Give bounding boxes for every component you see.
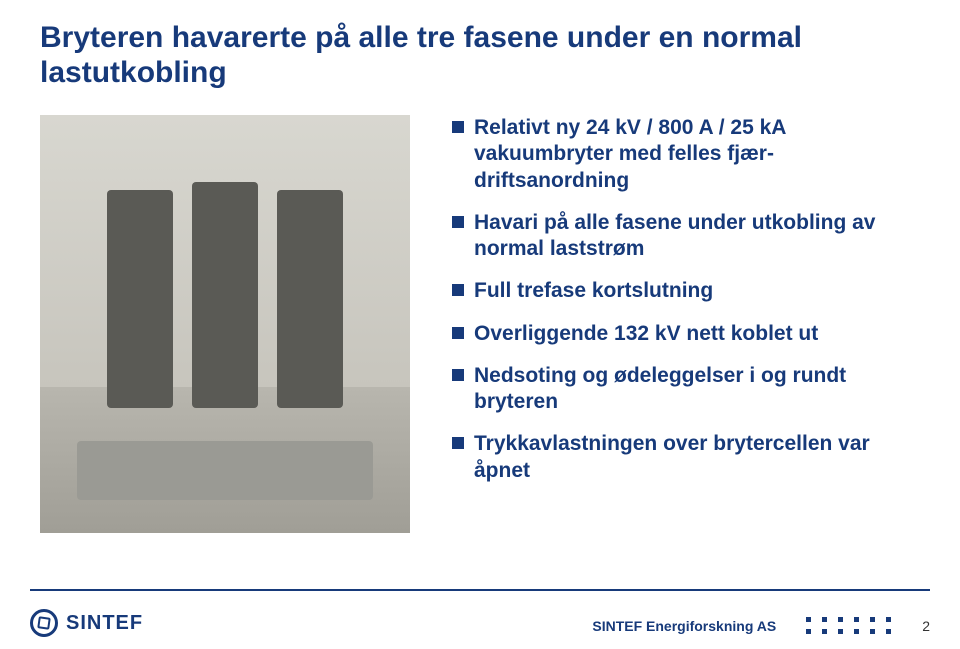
bullet-marker-icon — [452, 216, 464, 228]
footer-dot-icon — [822, 617, 827, 622]
bullet-marker-icon — [452, 437, 464, 449]
footer: SINTEF SINTEF Energiforskning AS 2 — [0, 589, 960, 649]
bullet-item: Trykkavlastningen over brytercellen var … — [452, 431, 920, 484]
footer-dot-icon — [806, 617, 811, 622]
footer-dot-icon — [854, 629, 859, 634]
bullet-text: Overliggende 132 kV nett koblet ut — [474, 322, 818, 345]
footer-dot-icon — [822, 629, 827, 634]
bullet-list: Relativt ny 24 kV / 800 A / 25 kA vakuum… — [452, 115, 920, 484]
bullet-item: Havari på alle fasene under utkobling av… — [452, 210, 920, 263]
slide-title-wrap: Bryteren havarerte på alle tre fasene un… — [40, 20, 920, 91]
footer-dot-icon — [886, 617, 891, 622]
bullet-marker-icon — [452, 284, 464, 296]
bullet-item: Nedsoting og ødeleggelser i og rundt bry… — [452, 363, 920, 416]
bullet-item: Full trefase kortslutning — [452, 278, 920, 304]
slide: Bryteren havarerte på alle tre fasene un… — [0, 0, 960, 649]
bullet-text: Havari på alle fasene under utkobling av… — [474, 211, 875, 260]
bullet-text: Full trefase kortslutning — [474, 279, 713, 302]
bullet-item: Overliggende 132 kV nett koblet ut — [452, 321, 920, 347]
bullet-item: Relativt ny 24 kV / 800 A / 25 kA vakuum… — [452, 115, 920, 194]
footer-divider — [30, 589, 930, 591]
photo-wrap — [40, 115, 410, 533]
footer-dot-icon — [854, 617, 859, 622]
breaker-photo — [40, 115, 410, 533]
bullet-text: Nedsoting og ødeleggelser i og rundt bry… — [474, 364, 846, 413]
page-number: 2 — [922, 618, 930, 634]
footer-dot-icon — [838, 629, 843, 634]
footer-dot-icon — [806, 629, 811, 634]
sintef-logo: SINTEF — [30, 609, 143, 637]
slide-title: Bryteren havarerte på alle tre fasene un… — [40, 20, 920, 91]
footer-dot-icon — [886, 629, 891, 634]
sintef-logo-icon — [30, 609, 58, 637]
footer-dot-icon — [870, 629, 875, 634]
bullet-list-wrap: Relativt ny 24 kV / 800 A / 25 kA vakuum… — [452, 115, 920, 533]
content-row: Relativt ny 24 kV / 800 A / 25 kA vakuum… — [40, 115, 920, 533]
footer-dots — [806, 617, 892, 635]
bullet-marker-icon — [452, 327, 464, 339]
bullet-marker-icon — [452, 369, 464, 381]
footer-right: SINTEF Energiforskning AS 2 — [592, 617, 930, 635]
bullet-marker-icon — [452, 121, 464, 133]
company-name: SINTEF Energiforskning AS — [592, 618, 776, 634]
bullet-text: Relativt ny 24 kV / 800 A / 25 kA vakuum… — [474, 116, 786, 192]
footer-dot-icon — [870, 617, 875, 622]
bullet-text: Trykkavlastningen over brytercellen var … — [474, 432, 870, 481]
footer-dot-icon — [838, 617, 843, 622]
sintef-logo-text: SINTEF — [66, 612, 143, 635]
